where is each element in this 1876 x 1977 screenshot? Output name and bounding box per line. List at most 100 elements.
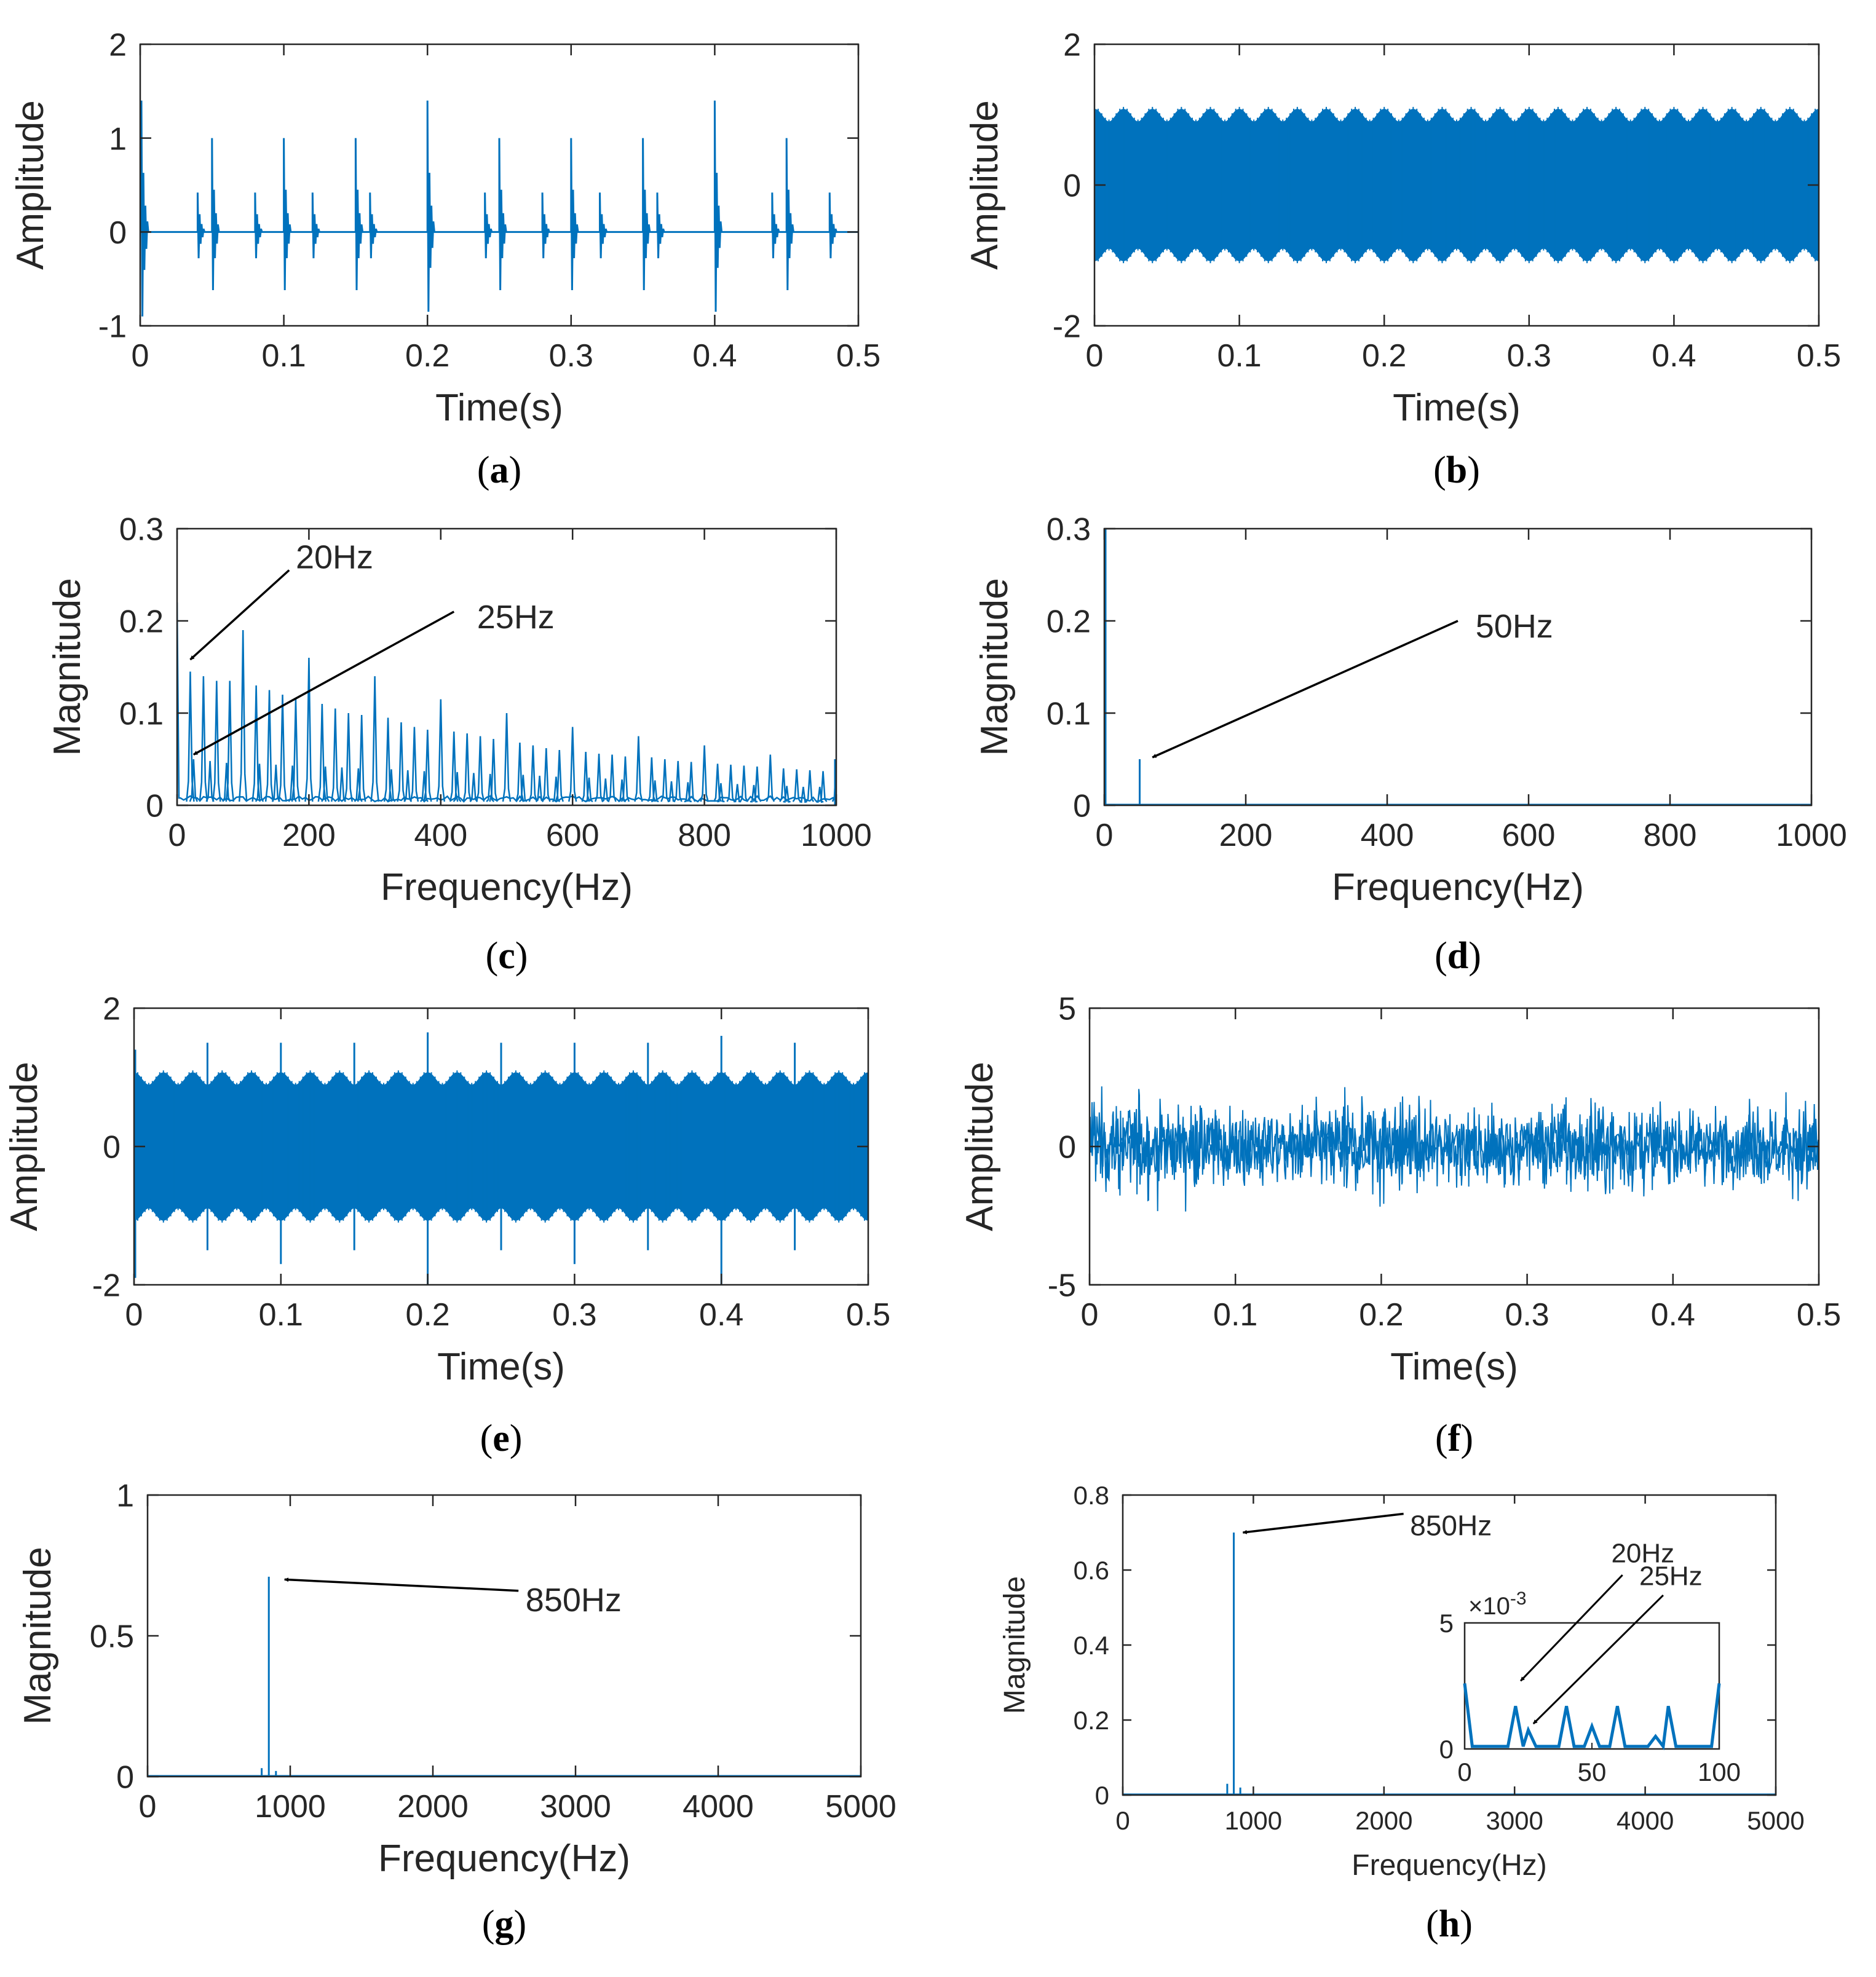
peak-825hz	[717, 783, 725, 803]
caption-open-paren: (	[1435, 1418, 1448, 1459]
peak-660hz	[608, 754, 617, 802]
peak-125hz	[255, 764, 264, 802]
y-tick-label: 0.2	[1074, 1706, 1109, 1735]
caption-open-paren: (	[482, 1903, 495, 1945]
peak-525hz	[518, 775, 528, 802]
spike-19	[828, 192, 837, 259]
x-tick-label: 400	[414, 818, 467, 853]
caption-close-paren: )	[510, 1418, 523, 1459]
peak-640hz	[594, 753, 604, 802]
x-tick-label: 0.4	[1652, 338, 1696, 374]
peak-60hz	[212, 681, 221, 802]
peak-425hz	[453, 771, 462, 802]
panel-g: 0 1000 2000 3000 4000 5000 0 0.5 1 Frequency(Hz) M…	[17, 1478, 896, 1945]
panel-caption: (f)	[1435, 1418, 1473, 1459]
peak-740hz	[660, 759, 670, 802]
peak-725hz	[651, 780, 659, 803]
x-tick-label: 0.2	[1359, 1297, 1403, 1333]
data-b	[1094, 106, 1819, 264]
caption-letter: f	[1448, 1418, 1462, 1459]
caption-letter: h	[1439, 1903, 1460, 1945]
x-tick-label: 0.5	[1797, 338, 1841, 374]
inset-annotation-label: 25Hz	[1639, 1561, 1703, 1592]
peak-900hz	[766, 754, 775, 802]
peak-225hz	[321, 766, 330, 802]
peak-680hz	[620, 756, 630, 802]
x-tick-label: 3000	[1486, 1806, 1543, 1835]
y-tick-label: 0	[109, 215, 127, 251]
inset-exponent-base: ×10	[1468, 1593, 1510, 1620]
caption-close-paren: )	[1467, 449, 1480, 491]
data-g	[148, 1576, 861, 1777]
y-tick-label: -2	[1053, 309, 1081, 345]
y-tick-label: 0	[103, 1130, 121, 1166]
axes-box	[176, 527, 837, 807]
x-axis-label: Time(s)	[437, 1346, 565, 1388]
x-tick-label: 0	[168, 818, 186, 853]
x-axis-label: Time(s)	[1390, 1346, 1518, 1388]
x-tick-label: 0.4	[1651, 1297, 1695, 1333]
spike-16	[713, 100, 723, 312]
x-tick-label: 0.1	[259, 1297, 303, 1333]
x-tick-label: 0	[125, 1297, 143, 1333]
x-tick-label: 200	[1219, 818, 1273, 853]
spike-5	[311, 192, 320, 259]
x-tick-label: 600	[546, 818, 600, 853]
annotation-arrow	[1152, 620, 1458, 759]
y-tick-label: 0	[1063, 168, 1081, 204]
data-c	[177, 602, 836, 805]
caption-letter: a	[490, 449, 509, 491]
peak-820hz	[713, 764, 722, 802]
peak-580hz	[555, 749, 564, 802]
peak-240hz	[331, 708, 340, 802]
peak-760hz	[673, 760, 683, 802]
y-tick-label: 0.4	[1074, 1631, 1109, 1660]
caption-close-paren: )	[509, 449, 522, 491]
peak-300hz	[370, 676, 379, 802]
y-tick-label: 0	[1073, 789, 1091, 824]
axes-box	[146, 1494, 862, 1778]
annotation-label: 850Hz	[526, 1582, 622, 1619]
x-tick-label: 4000	[1617, 1806, 1674, 1835]
peak-540hz	[528, 745, 538, 802]
y-axis-label: Amplitude	[959, 1062, 1001, 1231]
peak-625hz	[585, 777, 593, 803]
x-tick-label: 0.1	[261, 338, 306, 374]
x-tick-label: 0.3	[1505, 1297, 1549, 1333]
peak-100hz	[238, 629, 248, 802]
x-tick-label: 0.4	[692, 338, 737, 374]
x-tick-label: 1000	[1225, 1806, 1282, 1835]
x-axis-label: Frequency(Hz)	[381, 866, 633, 909]
caption-close-paren: )	[1460, 1903, 1473, 1945]
annotation-label: 25Hz	[477, 599, 555, 636]
spectrum-floor	[177, 602, 836, 803]
x-tick-label: 0	[132, 338, 149, 374]
inset-y-tick-label: 0	[1439, 1735, 1454, 1764]
x-tick-label: 0.4	[699, 1297, 743, 1333]
caption-open-paren: (	[1433, 449, 1446, 491]
y-tick-label: 0.2	[119, 604, 164, 640]
y-tick-label: 0	[1095, 1781, 1109, 1810]
spike-12	[570, 138, 579, 291]
peak-475hz	[486, 773, 495, 802]
y-tick-label: 0.6	[1074, 1556, 1109, 1585]
inset-x-tick-label: 0	[1457, 1758, 1471, 1786]
spike-1	[196, 192, 206, 259]
peak-480hz	[489, 738, 498, 802]
peak-575hz	[552, 776, 561, 802]
panel-caption: (d)	[1435, 935, 1481, 977]
caption-close-paren: )	[514, 1903, 527, 1945]
x-axis-label: Frequency(Hz)	[1352, 1849, 1546, 1882]
x-tick-label: 0.3	[549, 338, 593, 374]
panel-h: 0 1000 2000 3000 4000 500000.20.40.60.8Freque…	[999, 1481, 1805, 1945]
spike-6	[354, 138, 364, 291]
caption-open-paren: (	[477, 449, 490, 491]
x-tick-label: 3000	[540, 1789, 611, 1825]
inset-spectrum-line	[1463, 1683, 1721, 1751]
x-tick-label: 0.3	[1507, 338, 1551, 374]
x-axis-label: Frequency(Hz)	[378, 1837, 630, 1880]
